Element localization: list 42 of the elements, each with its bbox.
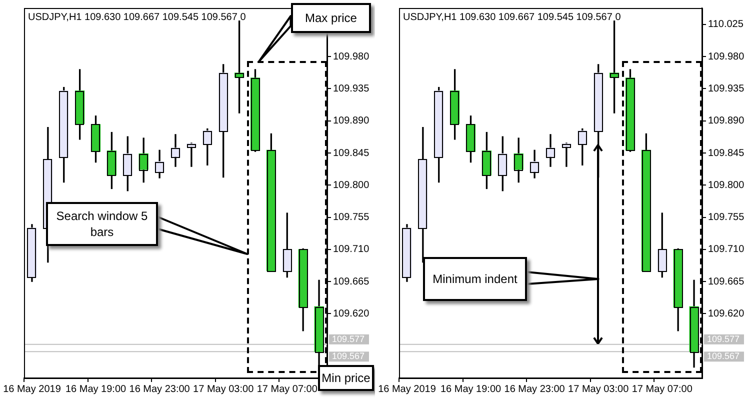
y-tick-label: 109.890 (333, 116, 370, 127)
x-tick-label: 16 May 19:00 (440, 384, 502, 395)
callout: Search window 5 bars (46, 202, 248, 254)
ref-line-label: 109.567 (707, 351, 740, 362)
annotation: Search window 5 bars (55, 208, 149, 240)
y-tick-label: 109.935 (333, 83, 370, 94)
callout: Minimum indent (423, 256, 598, 301)
callout: Min price (318, 364, 374, 391)
y-tick-label: 109.755 (333, 212, 370, 224)
y-tick-label: 109.710 (708, 244, 745, 256)
y-tick-label: 109.755 (708, 212, 745, 224)
y-tick-label: 110.025 (708, 19, 744, 30)
annotation: Minimum indent (432, 270, 518, 287)
y-tick-label: 109.980 (333, 51, 370, 62)
chart-title: USDJPY,H1 109.630 109.667 109.545 109.567 0 (28, 12, 246, 23)
x-tick-label: 16 May 2019 (3, 384, 62, 395)
x-tick-label: 17 May 03:00 (568, 384, 630, 395)
y-tick-label: 109.620 (708, 308, 745, 320)
ref-line-label: 109.577 (332, 334, 365, 344)
y-tick-label: 109.620 (333, 308, 370, 320)
ref-line-label: 109.577 (707, 334, 740, 344)
y-tick-label: 109.845 (333, 148, 370, 159)
y-tick-label: 109.935 (708, 83, 745, 94)
x-tick-label: 16 May 19:00 (65, 384, 126, 395)
y-tick-label: 109.710 (333, 244, 370, 256)
ref-line-label: 109.567 (332, 351, 365, 362)
chart-title: USDJPY,H1 109.630 109.667 109.545 109.567 0 (403, 12, 622, 23)
annotation: Min price (322, 370, 370, 386)
y-tick-label: 109.890 (708, 116, 745, 127)
x-tick-label: 16 May 23:00 (504, 384, 566, 395)
x-tick-label: 17 May 03:00 (193, 384, 254, 395)
y-tick-label: 109.980 (708, 51, 745, 62)
y-tick-label: 109.845 (708, 148, 745, 159)
annotation: Max price (304, 10, 357, 26)
x-tick-label: 16 May 23:00 (129, 384, 190, 395)
y-tick-label: 109.800 (333, 180, 370, 191)
y-tick-label: 109.665 (708, 276, 745, 288)
y-tick-label: 109.665 (333, 276, 370, 288)
x-tick-label: 17 May 07:00 (632, 384, 693, 395)
x-tick-label: 17 May 07:00 (256, 384, 318, 395)
y-tick-label: 109.800 (708, 180, 745, 191)
x-tick-label: 16 May 2019 (378, 384, 436, 395)
